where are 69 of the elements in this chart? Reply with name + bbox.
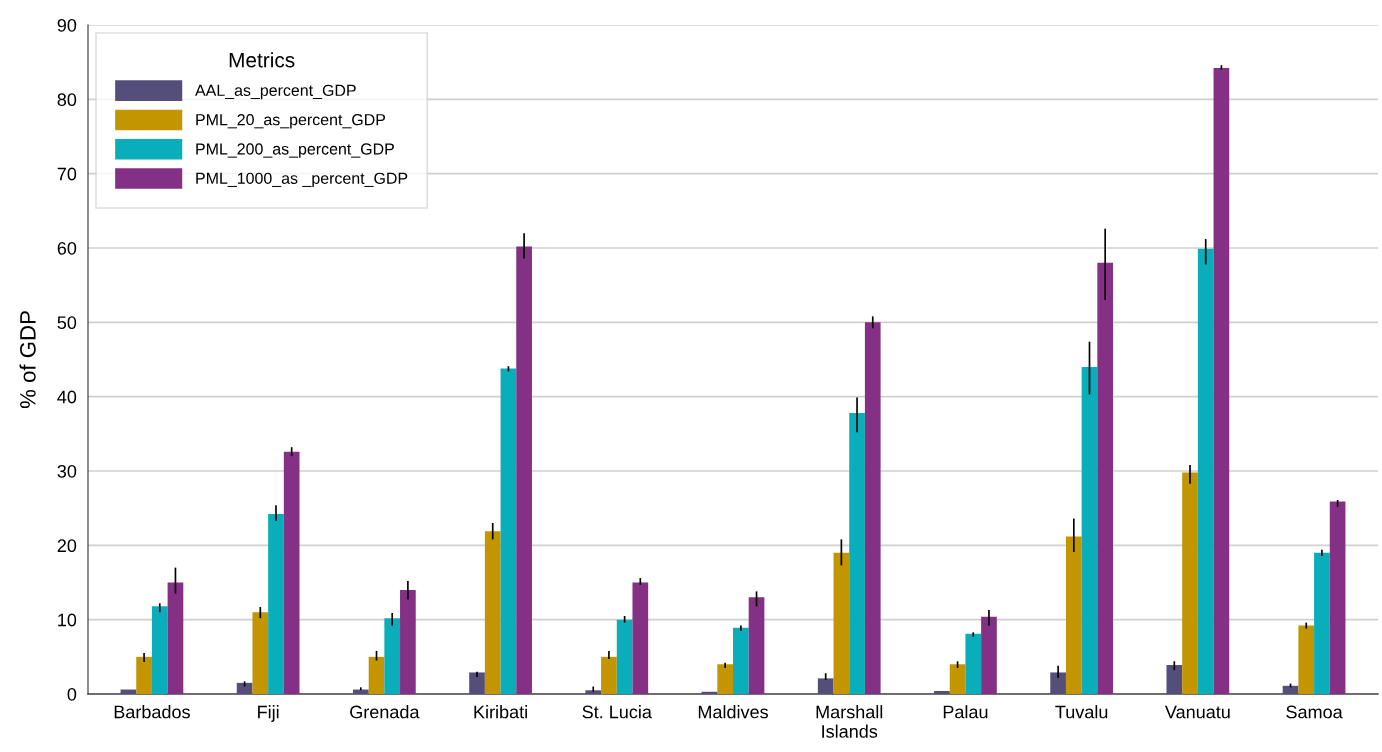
bar: [252, 612, 269, 694]
bar: [748, 597, 765, 694]
legend-label: PML_200_as_percent_GDP: [196, 143, 394, 158]
x-tick-label: Palau: [943, 705, 988, 719]
bar: [733, 627, 749, 694]
bar: [368, 656, 385, 694]
x-tick-label: Tuvalu: [1055, 705, 1108, 719]
y-tick-label: 10: [58, 613, 77, 627]
bar: [1166, 665, 1183, 694]
bar: [1329, 501, 1346, 694]
bar: [352, 689, 369, 694]
y-tick-label: 90: [57, 18, 77, 32]
legend-label: AAL_as_percent_GDP: [195, 84, 356, 100]
x-tick-label: Maldives: [698, 705, 768, 719]
bar: [1050, 672, 1066, 694]
bar: [817, 678, 834, 694]
bar: [833, 552, 850, 694]
bar: [1081, 366, 1098, 694]
bar: [136, 656, 152, 694]
bar: [236, 682, 253, 694]
bar: [268, 514, 284, 694]
bar: [864, 322, 881, 694]
x-tick-label: Barbados: [114, 705, 190, 719]
bar: [981, 616, 997, 694]
bar: [516, 246, 532, 694]
y-tick-label: 70: [57, 167, 77, 181]
bar: [400, 589, 416, 694]
bar: [1314, 552, 1330, 694]
y-tick-label: 60: [57, 241, 77, 255]
y-tick-label: 0: [67, 687, 77, 701]
y-tick-label: 40: [57, 390, 77, 404]
bar: [949, 664, 966, 694]
x-tick-label: Grenada: [350, 705, 420, 719]
bar: [151, 606, 168, 694]
bar: [1182, 472, 1198, 694]
bar: [167, 582, 184, 694]
x-tick-label: Marshall Islands: [816, 705, 883, 738]
bar: [632, 582, 649, 694]
bar: [934, 691, 950, 694]
x-tick-label: Samoa: [1286, 705, 1343, 719]
x-tick-label: Fiji: [258, 705, 279, 722]
bar: [585, 690, 602, 694]
y-tick-label: 50: [57, 316, 77, 330]
bar: [1213, 68, 1230, 694]
bar: [849, 413, 865, 694]
y-tick-label: 30: [57, 464, 77, 478]
bar: [1197, 248, 1214, 694]
bar: [469, 672, 485, 694]
y-tick-label: 80: [57, 93, 77, 107]
x-tick-label: St. Lucia: [582, 705, 652, 719]
bar: [1282, 685, 1299, 694]
bar: [1298, 625, 1315, 694]
bar: [965, 633, 982, 694]
bar: [1065, 536, 1082, 694]
bar: [500, 368, 517, 694]
x-tick-label: Kiribati: [474, 705, 527, 719]
y-axis-title: % of GDP: [19, 311, 36, 409]
bar: [283, 451, 300, 694]
bar: [484, 531, 501, 694]
y-tick-label: 20: [57, 539, 77, 553]
bar: [717, 664, 733, 694]
bar: [1097, 262, 1114, 694]
legend-title: Metrics: [229, 52, 295, 68]
bar: [616, 619, 633, 694]
bar: [601, 656, 617, 694]
legend-label: PML_20_as_percent_GDP: [196, 114, 386, 129]
x-tick-label: Vanuatu: [1164, 705, 1230, 719]
bar: [384, 618, 401, 694]
legend-label: PML_1000_as _percent_GDP: [196, 172, 408, 188]
